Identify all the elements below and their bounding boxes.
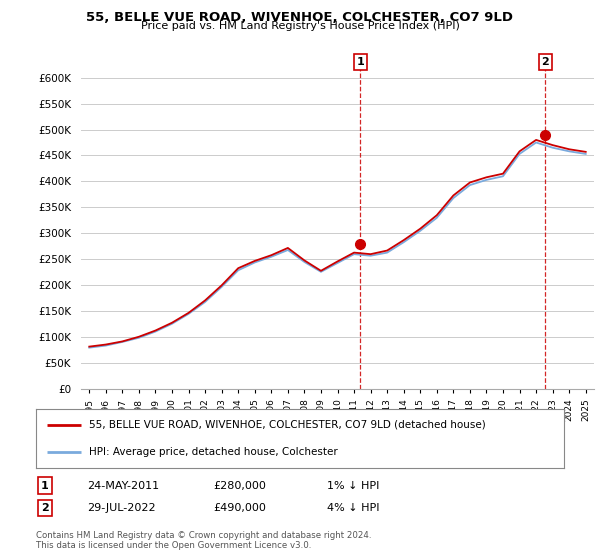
Text: HPI: Average price, detached house, Colchester: HPI: Average price, detached house, Colc… [89,447,338,457]
Text: 1% ↓ HPI: 1% ↓ HPI [327,480,379,491]
Text: 2: 2 [541,57,549,67]
Text: 29-JUL-2022: 29-JUL-2022 [87,503,155,513]
Text: 4% ↓ HPI: 4% ↓ HPI [327,503,380,513]
Text: 2: 2 [41,503,49,513]
Text: 1: 1 [356,57,364,67]
Text: £280,000: £280,000 [213,480,266,491]
Text: 55, BELLE VUE ROAD, WIVENHOE, COLCHESTER, CO7 9LD: 55, BELLE VUE ROAD, WIVENHOE, COLCHESTER… [86,11,514,24]
Text: Price paid vs. HM Land Registry's House Price Index (HPI): Price paid vs. HM Land Registry's House … [140,21,460,31]
Text: £490,000: £490,000 [213,503,266,513]
Text: 55, BELLE VUE ROAD, WIVENHOE, COLCHESTER, CO7 9LD (detached house): 55, BELLE VUE ROAD, WIVENHOE, COLCHESTER… [89,419,485,430]
Text: 24-MAY-2011: 24-MAY-2011 [87,480,159,491]
Text: 1: 1 [41,480,49,491]
Text: Contains HM Land Registry data © Crown copyright and database right 2024.
This d: Contains HM Land Registry data © Crown c… [36,531,371,550]
